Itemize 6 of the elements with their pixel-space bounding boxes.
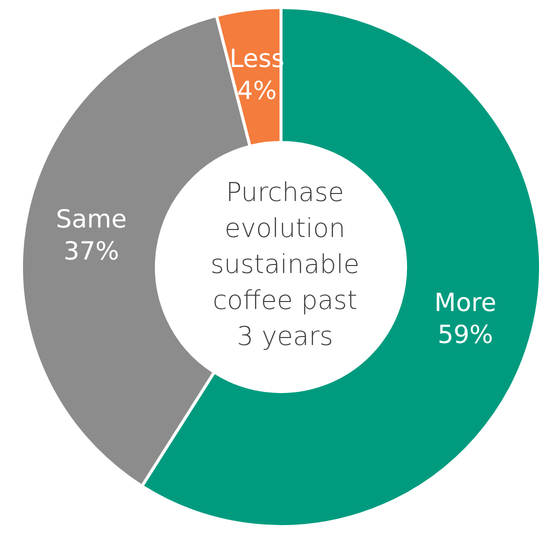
slice-label: More — [434, 288, 496, 318]
slice-label: Same — [56, 204, 127, 234]
data-label: 59% — [438, 320, 494, 350]
data-label: 37% — [64, 236, 120, 266]
text: Purchase evolution sustainable coffee past 3 years — [209, 177, 361, 354]
data-label: 4% — [237, 76, 277, 105]
